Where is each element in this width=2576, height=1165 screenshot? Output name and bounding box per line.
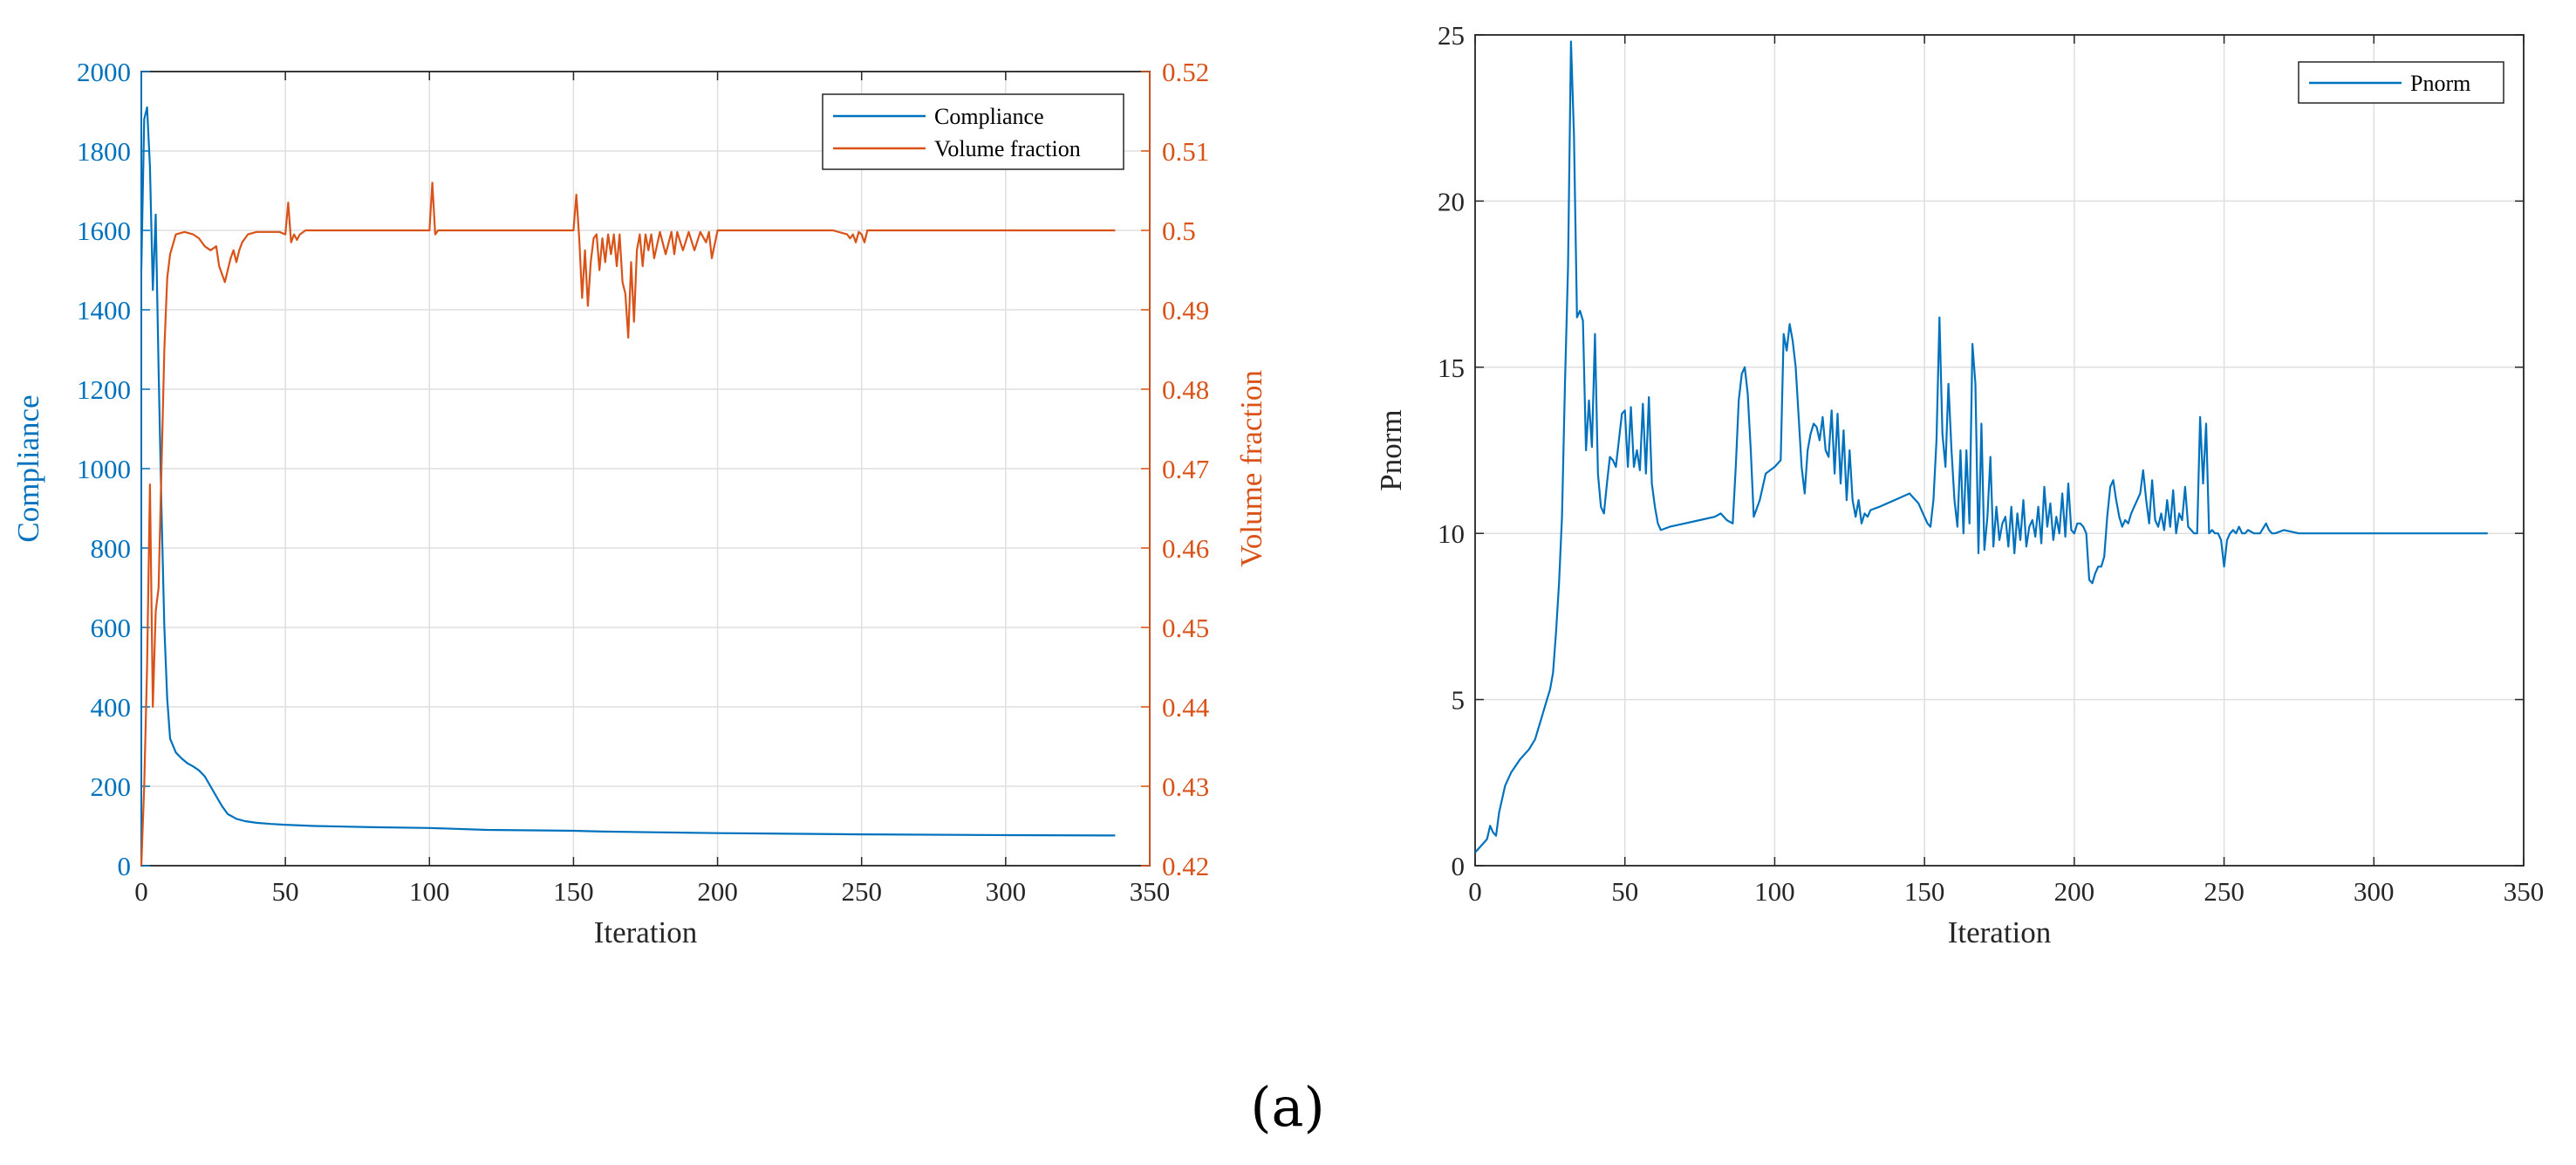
y2-tick-label: 0.43: [1162, 771, 1209, 802]
left-x-axis-label: Iteration: [594, 915, 698, 949]
left-series-lines: [140, 106, 1116, 867]
y-tick-label: 2000: [77, 57, 131, 87]
right-series-lines: [1474, 40, 2488, 853]
left-y-axis-label: Compliance: [11, 394, 45, 542]
y-tick-label: 1000: [77, 454, 131, 484]
x-tick-label: 200: [2054, 876, 2095, 907]
y2-tick-label: 0.51: [1162, 136, 1209, 167]
x-tick-label: 0: [1468, 876, 1482, 907]
right-y-ticks: 0 5 10 15 20 25: [1438, 20, 2524, 881]
left-grid: [140, 71, 1151, 867]
x-tick-label: 150: [553, 876, 594, 907]
left-x-ticks: 0 50 100 150 200 250 300 350: [134, 72, 1170, 907]
left-y2-ticks: 0.42 0.43 0.44 0.45 0.46 0.47 0.48 0.49 0.5 0.51 0…: [1141, 57, 1210, 881]
y2-tick-label: 0.46: [1162, 533, 1209, 564]
x-tick-label: 350: [2504, 876, 2545, 907]
y-tick-label: 1200: [77, 374, 131, 405]
legend-label-volume-fraction: Volume fraction: [934, 136, 1081, 161]
x-tick-label: 250: [841, 876, 882, 907]
left-y-ticks: 0 200 400 600 800 1000 1200 1400 1600 1800 2000: [77, 57, 150, 881]
chart-compliance-volume: 0 50 100 150 200 250 300 350 0 200 400 600 800 1000 1…: [11, 57, 1268, 949]
right-legend: Pnorm: [2298, 61, 2504, 104]
right-x-ticks: 0 50 100 150 200 250 300 350: [1468, 35, 2544, 907]
chart-pnorm: 0 50 100 150 200 250 300 350 0 5 10 15 20 25 Iterati…: [1374, 20, 2544, 949]
y2-tick-label: 0.5: [1162, 216, 1196, 246]
x-tick-label: 200: [697, 876, 738, 907]
x-tick-label: 300: [986, 876, 1027, 907]
right-x-axis-label: Iteration: [1948, 915, 2052, 949]
x-tick-label: 100: [409, 876, 450, 907]
x-tick-label: 0: [134, 876, 148, 907]
y-tick-label: 1800: [77, 136, 131, 167]
x-tick-label: 350: [1130, 876, 1171, 907]
left-y2-axis-label: Volume fraction: [1234, 370, 1268, 567]
y-tick-label: 1400: [77, 295, 131, 326]
y-tick-label: 20: [1438, 186, 1465, 216]
y2-tick-label: 0.48: [1162, 374, 1209, 405]
y-tick-label: 15: [1438, 353, 1465, 383]
y2-tick-label: 0.45: [1162, 613, 1209, 643]
y-tick-label: 0: [118, 851, 132, 881]
right-y-axis-label: Pnorm: [1374, 409, 1408, 490]
y-tick-label: 800: [91, 533, 132, 564]
legend-label-compliance: Compliance: [934, 104, 1044, 129]
y2-tick-label: 0.49: [1162, 295, 1209, 326]
left-legend-box: [822, 93, 1124, 170]
right-plot-area: [1474, 34, 2525, 867]
y-tick-label: 600: [91, 613, 132, 643]
y2-tick-label: 0.42: [1162, 851, 1209, 881]
x-tick-label: 300: [2354, 876, 2395, 907]
x-tick-label: 50: [272, 876, 299, 907]
y-tick-label: 200: [91, 771, 132, 802]
y-tick-label: 0: [1452, 851, 1466, 881]
x-tick-label: 150: [1904, 876, 1945, 907]
y2-tick-label: 0.44: [1162, 692, 1210, 723]
x-tick-label: 100: [1754, 876, 1795, 907]
left-legend: Compliance Volume fraction: [822, 93, 1124, 170]
y-tick-label: 10: [1438, 518, 1465, 549]
y-tick-label: 25: [1438, 20, 1465, 51]
legend-label-pnorm: Pnorm: [2410, 71, 2470, 96]
y-tick-label: 5: [1452, 685, 1466, 716]
x-tick-label: 250: [2204, 876, 2245, 907]
y-tick-label: 1600: [77, 216, 131, 246]
y-tick-label: 400: [91, 692, 132, 723]
series-line-compliance: [140, 106, 1116, 837]
y2-tick-label: 0.52: [1162, 57, 1209, 87]
series-line-volume-fraction: [140, 182, 1116, 867]
series-line-pnorm: [1474, 40, 2488, 853]
x-tick-label: 50: [1611, 876, 1638, 907]
figure-caption: (a): [1250, 1075, 1324, 1139]
y2-tick-label: 0.47: [1162, 454, 1209, 484]
